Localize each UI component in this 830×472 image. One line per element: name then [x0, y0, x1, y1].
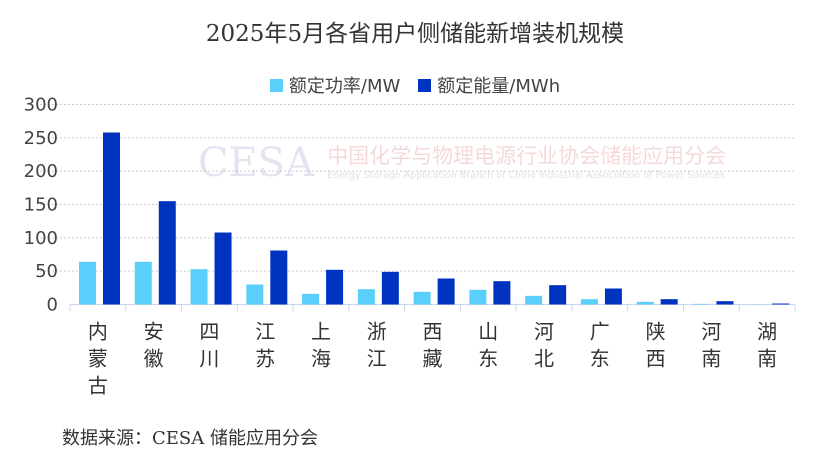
- x-tick-label: 山: [478, 320, 498, 344]
- watermark: CESA 中国化学与物理电源行业协会储能应用分会 Energy Storage …: [198, 140, 726, 186]
- bar-energy: [549, 285, 567, 305]
- bar-energy: [381, 271, 399, 305]
- legend-label: 额定能量/MWh: [437, 76, 561, 97]
- bar-energy: [326, 269, 344, 305]
- bar-energy: [772, 303, 790, 305]
- bar-power: [79, 261, 96, 305]
- bar-power: [302, 293, 320, 305]
- x-tick-label: 上: [311, 320, 331, 344]
- x-tick-label: 徽: [144, 347, 164, 371]
- x-tick-label: 浙: [367, 320, 387, 344]
- bar-power: [525, 295, 543, 305]
- bar-energy: [214, 232, 232, 305]
- x-tick-label: 蒙: [88, 347, 108, 371]
- x-tick-label: 北: [534, 347, 554, 371]
- bar-power: [357, 289, 375, 305]
- legend-swatch: [418, 78, 432, 92]
- legend: 额定功率/MW 额定能量/MWh: [0, 72, 830, 98]
- x-tick-label: 安: [144, 320, 164, 344]
- chart-title: 2025年5月各省用户侧储能新增装机规模: [205, 21, 625, 47]
- legend-label: 额定功率/MW: [288, 76, 401, 97]
- source-note: 数据来源：CESA 储能应用分会: [62, 428, 318, 449]
- bar-energy: [493, 281, 511, 305]
- x-tick-label: 川: [199, 347, 219, 371]
- x-tick-label: 江: [255, 320, 275, 344]
- x-tick-label: 四: [199, 320, 219, 344]
- x-tick-label: 东: [590, 347, 610, 371]
- bar-power: [580, 299, 598, 305]
- x-tick-label: 南: [701, 347, 721, 371]
- bar-power: [636, 301, 654, 305]
- y-tick-label: 200: [24, 161, 58, 182]
- bar-energy: [604, 288, 622, 305]
- y-tick-label: 150: [24, 195, 58, 216]
- x-tick-label: 海: [311, 347, 331, 371]
- bar-power: [692, 303, 710, 305]
- bar-energy: [158, 201, 176, 305]
- x-tick-label: 江: [367, 347, 387, 371]
- watermark-cn: 中国化学与物理电源行业协会储能应用分会: [327, 144, 727, 168]
- x-tick-label: 古: [88, 374, 108, 398]
- bar-power: [246, 284, 264, 305]
- watermark-en: Energy Storage Application Branch of Chi…: [327, 170, 725, 181]
- bar-energy: [716, 301, 734, 305]
- x-tick-label: 河: [701, 320, 721, 344]
- y-tick-label: 250: [24, 128, 58, 149]
- legend-item-power: 额定功率/MW: [269, 72, 401, 98]
- bar-energy: [437, 278, 455, 305]
- y-tick-label: 100: [24, 228, 58, 249]
- bar-power: [134, 261, 152, 305]
- x-tick-label: 内: [88, 320, 108, 344]
- bar-power: [469, 289, 487, 305]
- watermark-logo: CESA: [198, 140, 315, 186]
- legend-swatch: [269, 78, 283, 92]
- x-tick-label: 湖: [757, 320, 777, 344]
- y-tick-label: 50: [35, 261, 58, 282]
- bar-energy: [270, 250, 288, 305]
- x-tick-label: 苏: [255, 347, 275, 371]
- x-tick-label: 河: [534, 320, 554, 344]
- x-tick-label: 广: [590, 320, 610, 344]
- x-tick-label: 西: [423, 320, 443, 344]
- bar-energy: [660, 299, 678, 305]
- bar-power: [190, 269, 208, 305]
- x-tick-label: 西: [646, 347, 666, 371]
- x-tick-label: 藏: [423, 347, 443, 371]
- y-tick-label: 0: [47, 295, 58, 316]
- y-tick-label: 300: [24, 95, 58, 116]
- x-tick-label: 东: [478, 347, 498, 371]
- bar-power: [413, 291, 431, 305]
- x-tick-label: 南: [757, 347, 777, 371]
- x-tick-label: 陕: [646, 320, 666, 344]
- bar-energy: [103, 132, 120, 305]
- legend-item-energy: 额定能量/MWh: [418, 72, 560, 98]
